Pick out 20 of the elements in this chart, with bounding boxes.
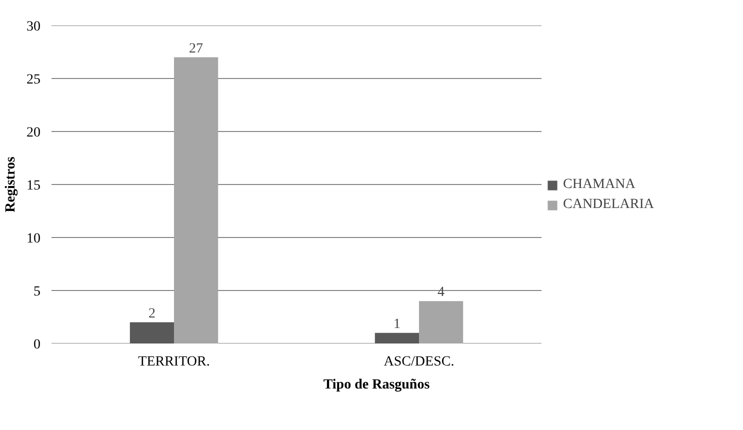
x-tick-label: ASC/DESC.	[384, 354, 454, 370]
y-tick-label: 10	[26, 232, 40, 246]
data-label: 27	[189, 41, 204, 56]
data-label: 1	[393, 316, 400, 332]
y-tick-label: 25	[26, 72, 40, 88]
y-tick-label: 15	[26, 178, 40, 194]
bar	[419, 301, 464, 344]
legend-label: CANDELARIA	[563, 197, 654, 213]
y-axis-title: Registros	[4, 156, 18, 212]
legend-label: CHAMANA	[563, 177, 636, 193]
y-tick-label: 20	[26, 126, 40, 140]
y-tick-label: 0	[34, 338, 40, 352]
x-tick-label: TERRITOR.	[138, 354, 210, 370]
y-tick-label: 5	[34, 284, 40, 300]
bar	[174, 57, 218, 344]
x-axis-title: Tipo de Rasguños	[323, 378, 430, 392]
data-label: 2	[148, 306, 156, 322]
bar	[130, 322, 174, 344]
y-tick-label: 30	[26, 20, 40, 34]
bar	[374, 332, 419, 344]
